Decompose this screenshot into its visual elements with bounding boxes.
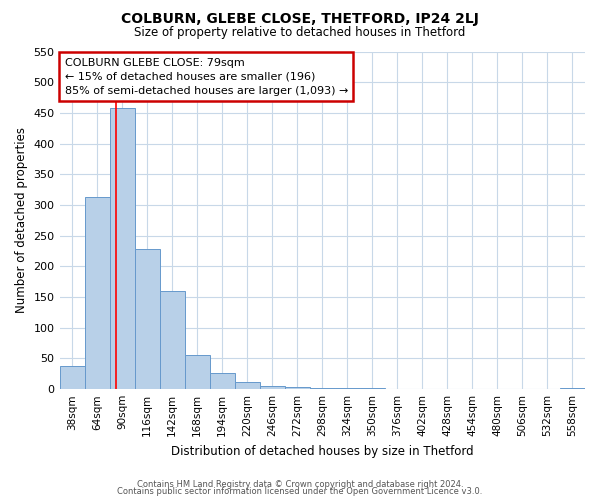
Bar	[310, 388, 335, 389]
Bar	[134, 249, 160, 389]
Text: Size of property relative to detached houses in Thetford: Size of property relative to detached ho…	[134, 26, 466, 39]
Bar	[209, 372, 235, 389]
Bar	[260, 386, 285, 389]
Text: Contains HM Land Registry data © Crown copyright and database right 2024.: Contains HM Land Registry data © Crown c…	[137, 480, 463, 489]
Bar	[560, 388, 585, 389]
Bar	[85, 197, 110, 389]
Y-axis label: Number of detached properties: Number of detached properties	[15, 128, 28, 314]
Bar	[335, 388, 360, 389]
Text: COLBURN GLEBE CLOSE: 79sqm
← 15% of detached houses are smaller (196)
85% of sem: COLBURN GLEBE CLOSE: 79sqm ← 15% of deta…	[65, 58, 348, 96]
Text: Contains public sector information licensed under the Open Government Licence v3: Contains public sector information licen…	[118, 488, 482, 496]
X-axis label: Distribution of detached houses by size in Thetford: Distribution of detached houses by size …	[171, 444, 473, 458]
Text: COLBURN, GLEBE CLOSE, THETFORD, IP24 2LJ: COLBURN, GLEBE CLOSE, THETFORD, IP24 2LJ	[121, 12, 479, 26]
Bar	[235, 382, 260, 389]
Bar	[360, 388, 385, 389]
Bar	[285, 388, 310, 389]
Bar	[110, 108, 134, 389]
Bar	[59, 366, 85, 389]
Bar	[185, 356, 209, 389]
Bar	[160, 291, 185, 389]
